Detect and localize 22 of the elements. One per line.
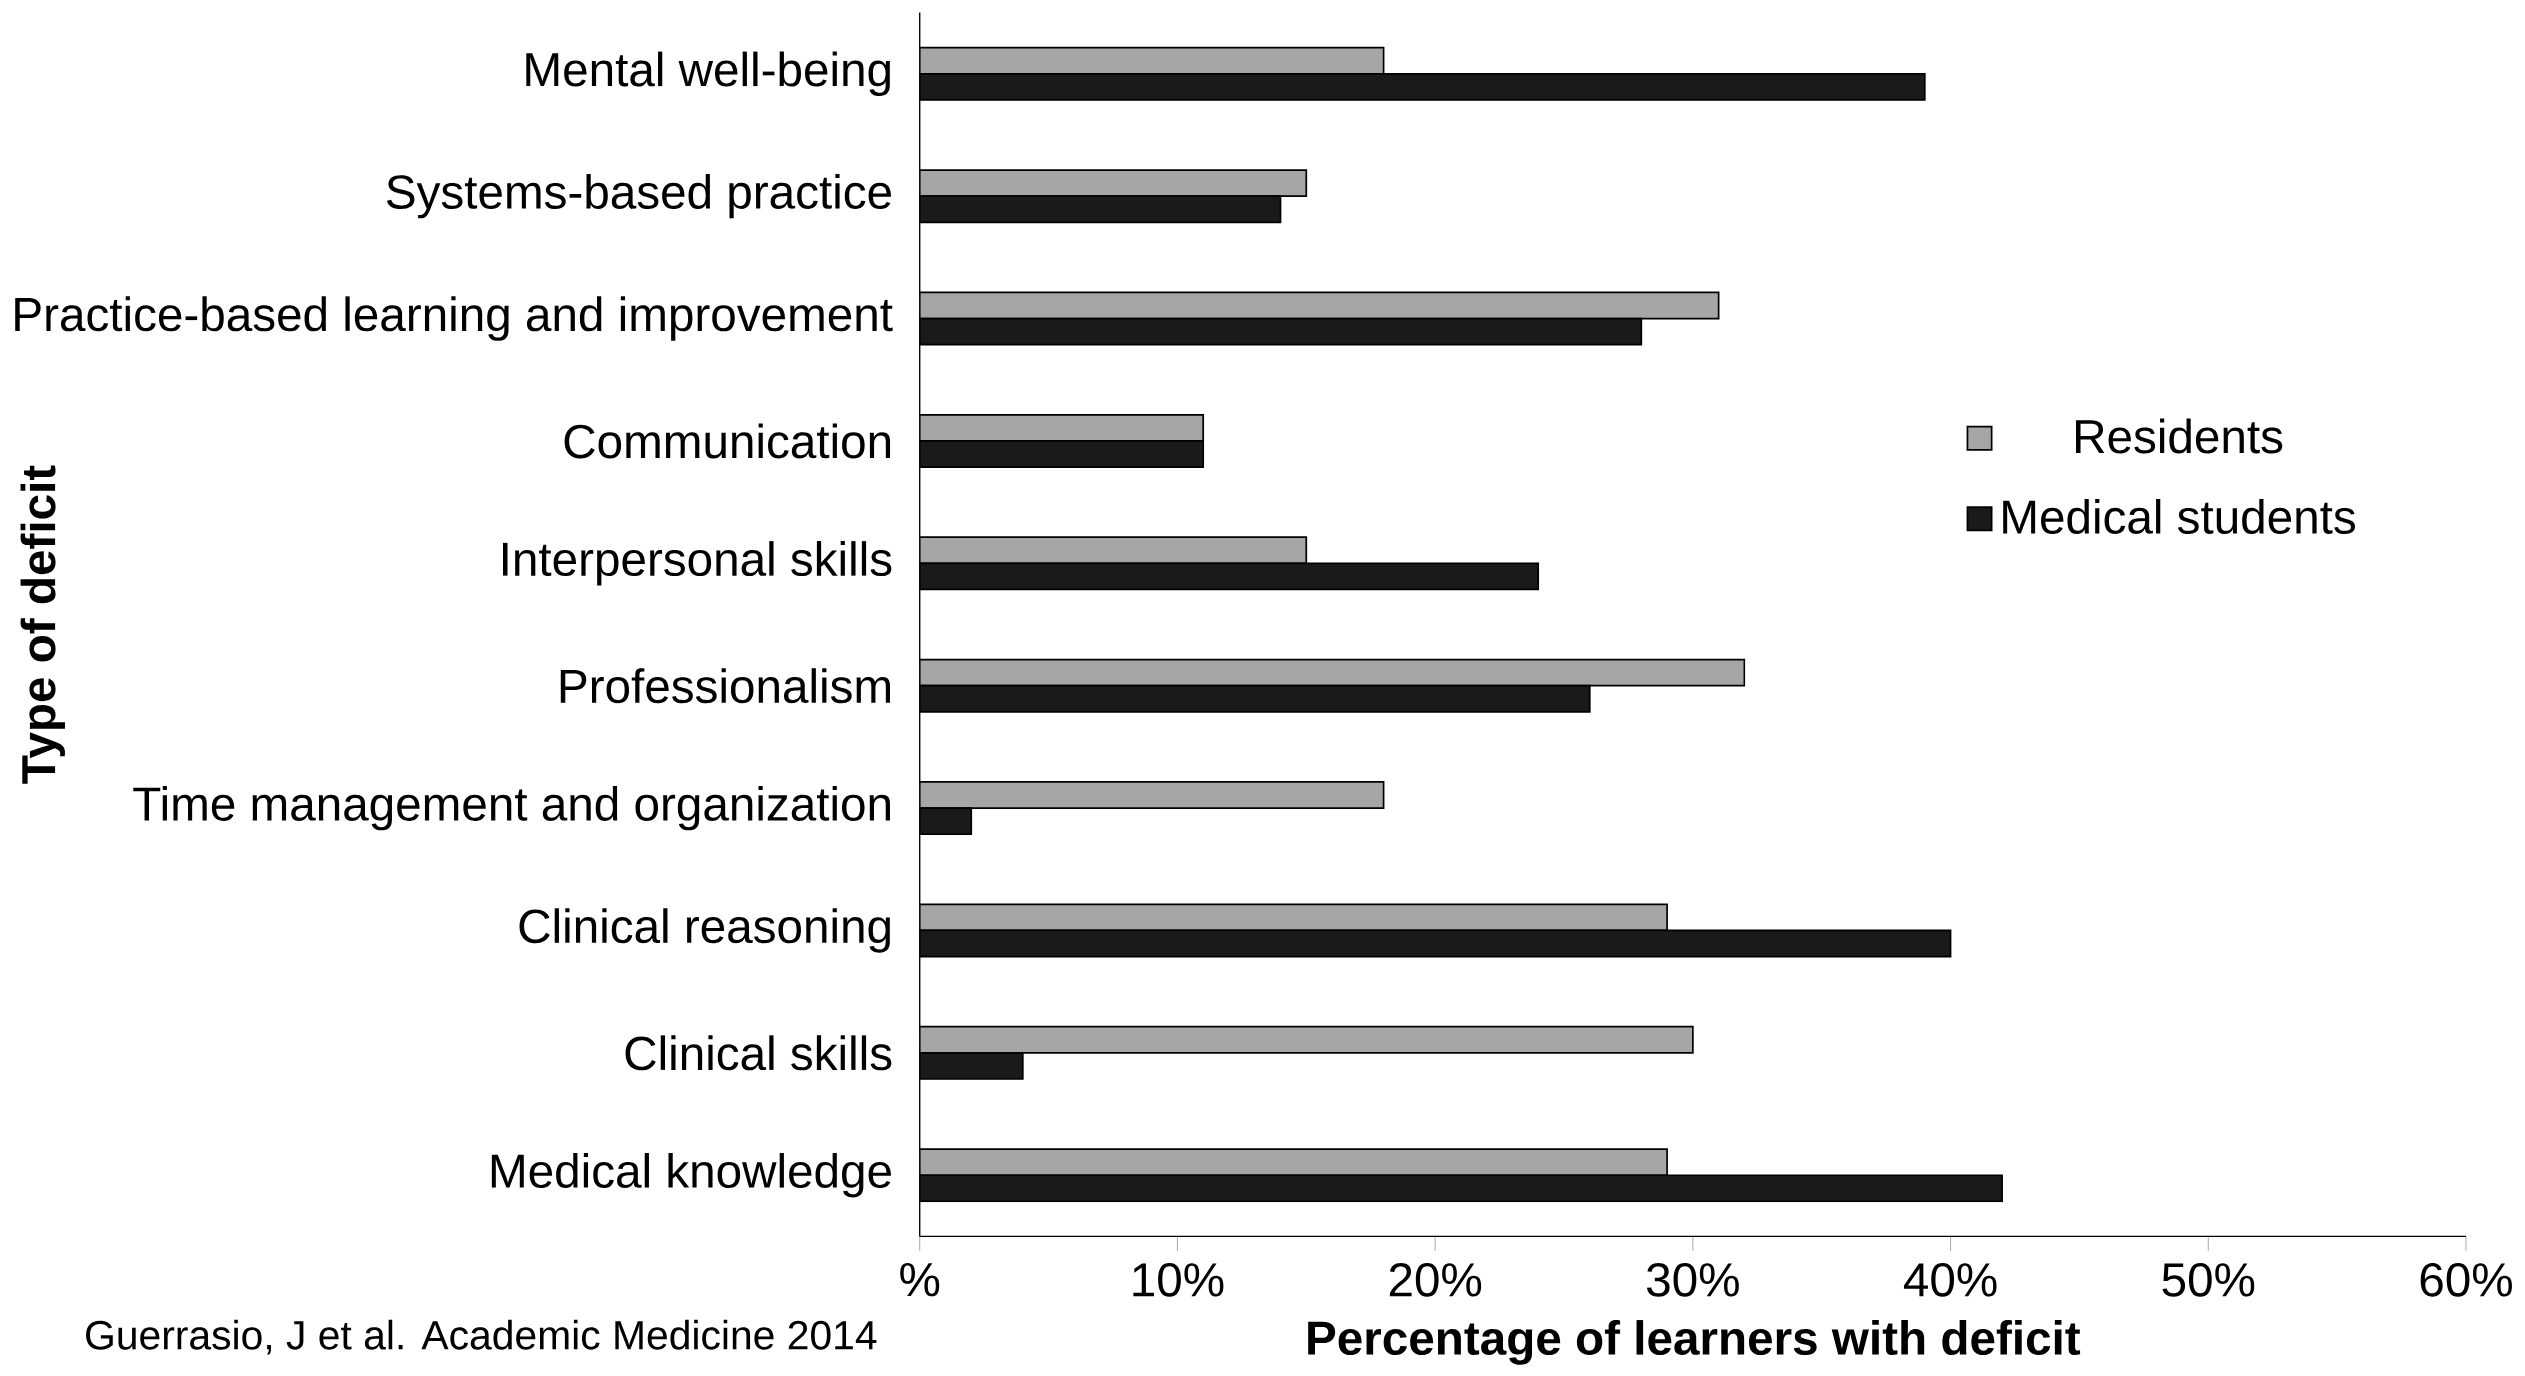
y-tick-label: Interpersonal skills	[503, 541, 892, 586]
x-tick-label: 50%	[2162, 1262, 2255, 1297]
y-tick-label: Mental well-being	[526, 51, 890, 96]
y-tick-label: Systems-based practice	[386, 173, 891, 219]
x-tick-label: %	[900, 1262, 940, 1297]
x-tick-label: 20%	[1389, 1262, 1482, 1297]
y-tick-label: Clinical reasoning	[519, 908, 890, 953]
legend-label: Residents	[2076, 418, 2283, 454]
y-tick-label: Medical knowledge	[491, 1153, 891, 1198]
y-tick-label: Professionalism	[560, 668, 890, 704]
y-tick-label: Time management and organization	[133, 785, 890, 831]
y-axis-title: Type of deficit	[20, 465, 65, 784]
y-tick-label: Clinical skills	[625, 1035, 892, 1071]
y-tick-label: Communication	[564, 423, 891, 459]
y-tick-label: Practice-based learning and improvement	[15, 296, 893, 341]
x-axis-title: Percentage of learners with deficit	[1308, 1320, 2081, 1365]
x-tick-label: 60%	[2420, 1262, 2512, 1297]
x-tick-label: 10%	[1133, 1262, 1224, 1297]
text: Guerrasio, J et al. Academic Medicine 2014	[86, 1319, 877, 1355]
x-tick-label: 30%	[1646, 1262, 1739, 1297]
x-tick-label: 40%	[1903, 1262, 1997, 1297]
legend-label: Medical students	[2003, 498, 2355, 534]
